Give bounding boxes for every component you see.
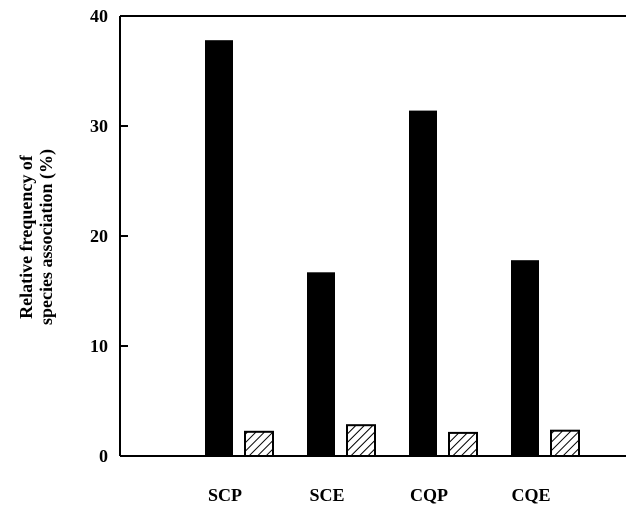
bar-cqp-series-1 (409, 110, 437, 456)
bar-scp-series-2 (244, 430, 274, 457)
bars (205, 40, 580, 458)
bar-sce-series-2 (346, 424, 376, 458)
y-tick-label: 20 (90, 226, 108, 246)
x-axis-labels: SCP SCE CQP CQE (208, 485, 551, 505)
y-axis-title-line-2: species association (%) (36, 149, 57, 325)
y-tick-label: 10 (90, 336, 108, 356)
bar-cqp-series-2 (448, 431, 478, 457)
x-category-label: SCP (208, 485, 242, 505)
bar-scp-series-1 (205, 40, 233, 456)
y-tick-label: 30 (90, 116, 108, 136)
bar-cqe-series-2 (550, 429, 580, 458)
y-tick-label: 0 (99, 446, 108, 466)
x-category-label: CQP (410, 485, 448, 505)
x-category-label: SCE (309, 485, 344, 505)
y-axis-ticks: 0 10 20 30 40 (90, 6, 128, 466)
bar-sce-series-1 (307, 272, 335, 456)
bar-cqe-series-1 (511, 260, 539, 456)
y-axis-title-line-1: Relative frequency of (16, 154, 36, 319)
y-tick-label: 40 (90, 6, 108, 26)
y-axis-title: Relative frequency of species associatio… (16, 149, 57, 325)
x-category-label: CQE (511, 485, 550, 505)
